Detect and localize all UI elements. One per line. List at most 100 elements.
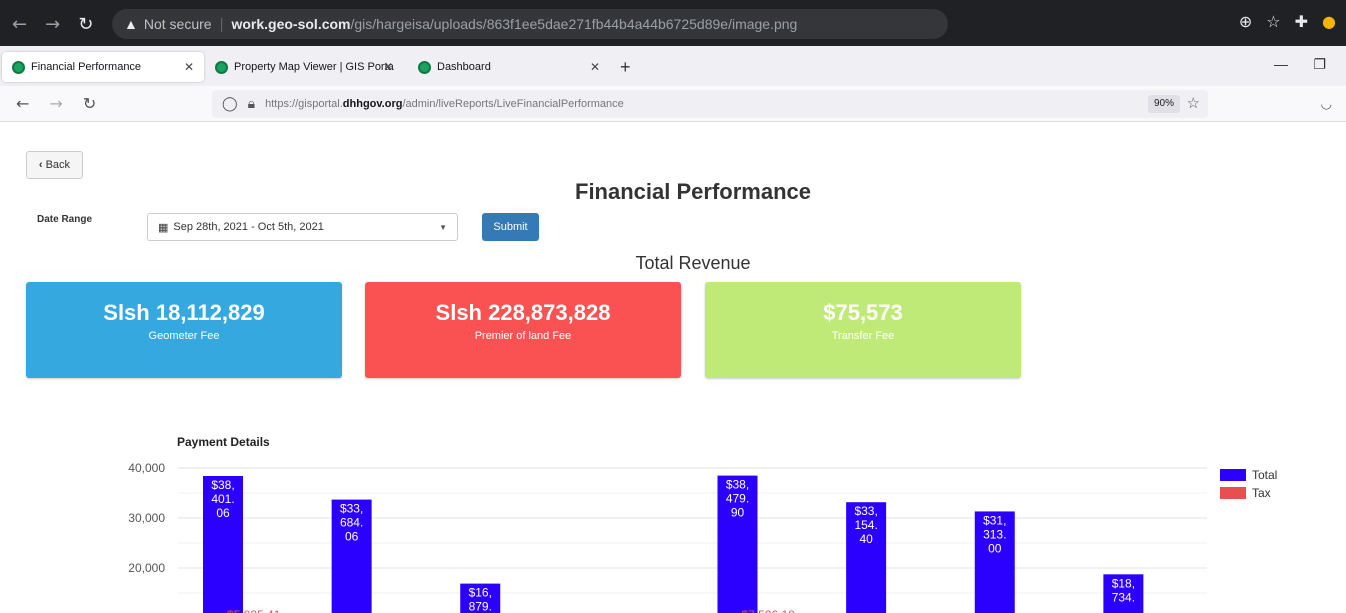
date-range-picker[interactable]: ▦ Sep 28th, 2021 - Oct 5th, 2021 ▼ xyxy=(147,213,458,241)
card-amount: Slsh 18,112,829 xyxy=(103,300,265,325)
calendar-icon: ▦ xyxy=(158,221,169,234)
date-range-value: Sep 28th, 2021 - Oct 5th, 2021 xyxy=(173,221,324,233)
tab-label: Dashboard xyxy=(437,61,491,73)
url-prefix: https://gisportal. xyxy=(265,98,343,110)
back-arrow-icon[interactable]: ← xyxy=(16,94,30,113)
bar-value-label: 479. xyxy=(726,492,749,506)
site-favicon-icon xyxy=(12,60,25,74)
outer-url-host: work.geo-sol.com xyxy=(231,16,351,32)
reload-icon[interactable]: ↻ xyxy=(78,13,94,35)
bar-value-label: $31, xyxy=(983,513,1006,527)
close-tab-icon[interactable]: ✕ xyxy=(589,60,600,74)
card-label: Transfer Fee xyxy=(831,330,895,342)
bar-value-label: $33, xyxy=(854,504,877,518)
bar-value-label: 06 xyxy=(345,530,359,544)
bar-value-label: 00 xyxy=(988,541,1002,555)
card-label: Geometer Fee xyxy=(148,330,220,342)
address-bar[interactable]: ◯ 🔒︎ https://gisportal. dhhgov.org /admi… xyxy=(212,90,1208,118)
chart-title: Payment Details xyxy=(177,435,270,449)
bar-value-label: 06 xyxy=(216,506,230,520)
card-label: Premier of land Fee xyxy=(474,330,572,342)
lock-icon[interactable]: 🔒︎ xyxy=(247,96,256,112)
warning-icon: ▲ xyxy=(124,16,138,32)
bar-total xyxy=(717,475,758,613)
legend-swatch xyxy=(1220,487,1246,499)
bar-value-label: 734. xyxy=(1112,590,1135,604)
forward-arrow-icon[interactable]: → xyxy=(45,13,61,35)
bar-value-label: $38, xyxy=(726,478,749,492)
bar-value-label: 40 xyxy=(859,532,873,546)
outer-nav-group: ← → ↻ xyxy=(12,13,111,35)
security-label: Not secure xyxy=(143,16,212,32)
outer-browser-toolbar: ← → ↻ ▲ Not secure | work.geo-sol.com /g… xyxy=(0,0,1346,46)
close-tab-icon[interactable]: ✕ xyxy=(382,60,393,74)
pocket-icon[interactable]: ◡ xyxy=(1320,96,1332,111)
reload-icon[interactable]: ↻ xyxy=(82,94,97,113)
zoom-indicator[interactable]: 90% xyxy=(1147,95,1180,113)
tab-label: Financial Performance xyxy=(31,61,142,73)
bar-value-label: 684. xyxy=(340,516,363,530)
profile-avatar-icon[interactable]: ● xyxy=(1322,12,1336,31)
shield-icon[interactable]: ◯ xyxy=(222,96,238,112)
bar-value-label: 154. xyxy=(854,518,877,532)
bar-value-label: 401. xyxy=(211,492,234,506)
site-favicon-icon xyxy=(418,60,431,74)
bar-value-label: 313. xyxy=(983,527,1006,541)
back-arrow-icon[interactable]: ← xyxy=(12,13,28,35)
url-path: /admin/liveReports/LiveFinancialPerforma… xyxy=(402,98,624,110)
geometer-fee-card: Slsh 18,112,829 Geometer Fee xyxy=(26,282,342,378)
zoom-icon[interactable]: ⊕ xyxy=(1238,12,1253,31)
tax-value-label: $7,596.18 xyxy=(742,608,796,613)
bar-total xyxy=(974,511,1015,613)
bar-total xyxy=(331,499,372,613)
legend-swatch xyxy=(1220,469,1246,481)
bar-value-label: $33, xyxy=(340,502,363,516)
legend-label: Tax xyxy=(1252,486,1271,500)
extensions-icon[interactable]: ✚ xyxy=(1294,12,1309,31)
bar-value-label: $38, xyxy=(211,478,234,492)
page-title: Financial Performance xyxy=(575,179,811,204)
site-favicon-icon xyxy=(215,60,228,74)
legend-label: Total xyxy=(1252,468,1277,482)
submit-button[interactable]: Submit xyxy=(482,213,539,241)
url-host: dhhgov.org xyxy=(342,98,403,110)
total-revenue-heading: Total Revenue xyxy=(635,253,751,273)
tax-value-label: $5,835.41 xyxy=(227,608,281,613)
navigation-bar: ← → ↻ ◯ 🔒︎ https://gisportal. dhhgov.org… xyxy=(0,86,1346,122)
y-tick-label: 20,000 xyxy=(128,561,165,575)
bar-value-label: $16, xyxy=(469,586,492,600)
minimize-icon[interactable]: — xyxy=(1274,56,1288,72)
forward-arrow-icon[interactable]: → xyxy=(49,94,63,113)
outer-address-bar[interactable]: ▲ Not secure | work.geo-sol.com /gis/har… xyxy=(112,9,948,39)
restore-window-icon[interactable]: ❐ xyxy=(1313,56,1326,72)
tab-dashboard[interactable]: Dashboard ✕ xyxy=(408,52,610,82)
outer-url-path: /gis/hargeisa/uploads/863f1ee5dae271fb44… xyxy=(350,16,798,32)
bar-total xyxy=(846,502,887,613)
outer-toolbar-right: ⊕ ☆ ✚ ● xyxy=(1239,12,1336,31)
transfer-fee-card: $75,573 Transfer Fee xyxy=(705,282,1021,378)
premier-land-fee-card: Slsh 228,873,828 Premier of land Fee xyxy=(365,282,681,378)
chevron-left-icon: ‹ xyxy=(38,159,43,171)
date-range-label: Date Range xyxy=(37,214,93,225)
tab-property-map-viewer[interactable]: Property Map Viewer | GIS Porta ✕ xyxy=(205,52,403,82)
tab-financial-performance[interactable]: Financial Performance ✕ xyxy=(2,52,204,82)
close-tab-icon[interactable]: ✕ xyxy=(183,60,194,74)
bar-value-label: 90 xyxy=(731,506,745,520)
bookmark-star-icon[interactable]: ☆ xyxy=(1186,95,1200,112)
tab-strip: Financial Performance ✕ Property Map Vie… xyxy=(0,46,1346,86)
y-tick-label: 40,000 xyxy=(128,461,165,475)
card-amount: $75,573 xyxy=(823,300,903,325)
card-amount: Slsh 228,873,828 xyxy=(435,300,611,325)
back-button-label: Back xyxy=(45,159,71,171)
tab-label: Property Map Viewer | GIS Porta xyxy=(234,61,394,73)
new-tab-plus-icon[interactable]: + xyxy=(620,57,631,77)
bar-total xyxy=(1103,574,1144,613)
page-content: ‹ Back Financial Performance Date Range … xyxy=(0,122,1346,613)
back-button[interactable]: ‹ Back xyxy=(26,151,83,179)
bar-value-label: $18, xyxy=(1112,576,1135,590)
nav-buttons: ← → ↻ xyxy=(16,94,96,113)
bookmark-star-icon[interactable]: ☆ xyxy=(1266,12,1281,31)
divider: | xyxy=(219,15,224,33)
y-tick-label: 30,000 xyxy=(128,511,165,525)
